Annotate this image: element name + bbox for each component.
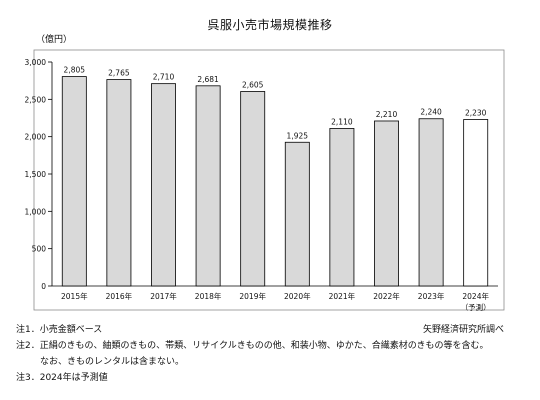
data-label: 1,925 [287, 131, 309, 140]
data-label: 2,710 [153, 73, 175, 82]
x-tick-sublabel: （予測） [461, 302, 491, 312]
y-tick-label: 3,000 [25, 58, 47, 67]
y-tick-label: 2,500 [25, 95, 47, 104]
bar [418, 118, 444, 287]
bar [329, 128, 355, 287]
x-tick-label: 2015年 [61, 291, 88, 301]
y-tick-label: 500 [32, 245, 47, 254]
x-tick-label: 2023年 [418, 291, 445, 301]
data-label: 2,605 [242, 80, 264, 89]
note-2: 注2．正絹のきもの、紬類のきもの、帯類、リサイクルきものの他、和装小物、ゆかた、… [16, 341, 489, 351]
y-tick-label: 2,000 [25, 133, 47, 142]
bar [195, 85, 221, 287]
note-1: 注1．小売金額ベース [16, 325, 103, 335]
data-label: 2,240 [420, 108, 442, 117]
chart-title: 呉服小売市場規模推移 [207, 18, 333, 32]
data-label: 2,765 [108, 69, 130, 78]
y-axis-label: （億円） [36, 33, 72, 45]
x-tick-label: 2019年 [239, 291, 266, 301]
bar [106, 79, 132, 287]
data-label: 2,681 [197, 75, 219, 84]
x-tick-label: 2017年 [150, 291, 177, 301]
x-tick-label: 2021年 [329, 291, 356, 301]
bar [284, 141, 310, 287]
source-note: 矢野経済研究所調べ [422, 325, 504, 335]
x-tick-label: 2020年 [284, 291, 311, 301]
x-tick-label: 2024年 [462, 291, 489, 301]
note-2-continued: なお、きものレンタルは含まない。 [40, 357, 185, 367]
y-tick-label: 0 [41, 282, 46, 291]
data-label: 2,210 [376, 110, 398, 119]
bar [374, 120, 399, 287]
bar [151, 83, 176, 287]
x-tick-label: 2016年 [106, 291, 133, 301]
notes: 注1．小売金額ベース 注2．正絹のきもの、紬類のきもの、帯類、リサイクルきものの… [16, 322, 526, 386]
plot-border [33, 49, 505, 311]
bar-chart: （億円） 0 500 1,000 1,500 2,000 2,500 3,000 2,805 20… [25, 33, 505, 312]
data-label: 2,110 [331, 117, 353, 126]
note-3: 注3．2024年は予測値 [16, 373, 108, 383]
y-tick-label: 1,500 [25, 170, 47, 179]
bar [240, 91, 266, 287]
data-label: 2,230 [465, 108, 487, 117]
data-label: 2,805 [64, 66, 86, 75]
x-tick-label: 2022年 [373, 291, 400, 301]
x-tick-label: 2018年 [195, 291, 222, 301]
y-tick-label: 1,000 [25, 207, 47, 216]
bar [463, 119, 489, 287]
bar [61, 76, 87, 287]
